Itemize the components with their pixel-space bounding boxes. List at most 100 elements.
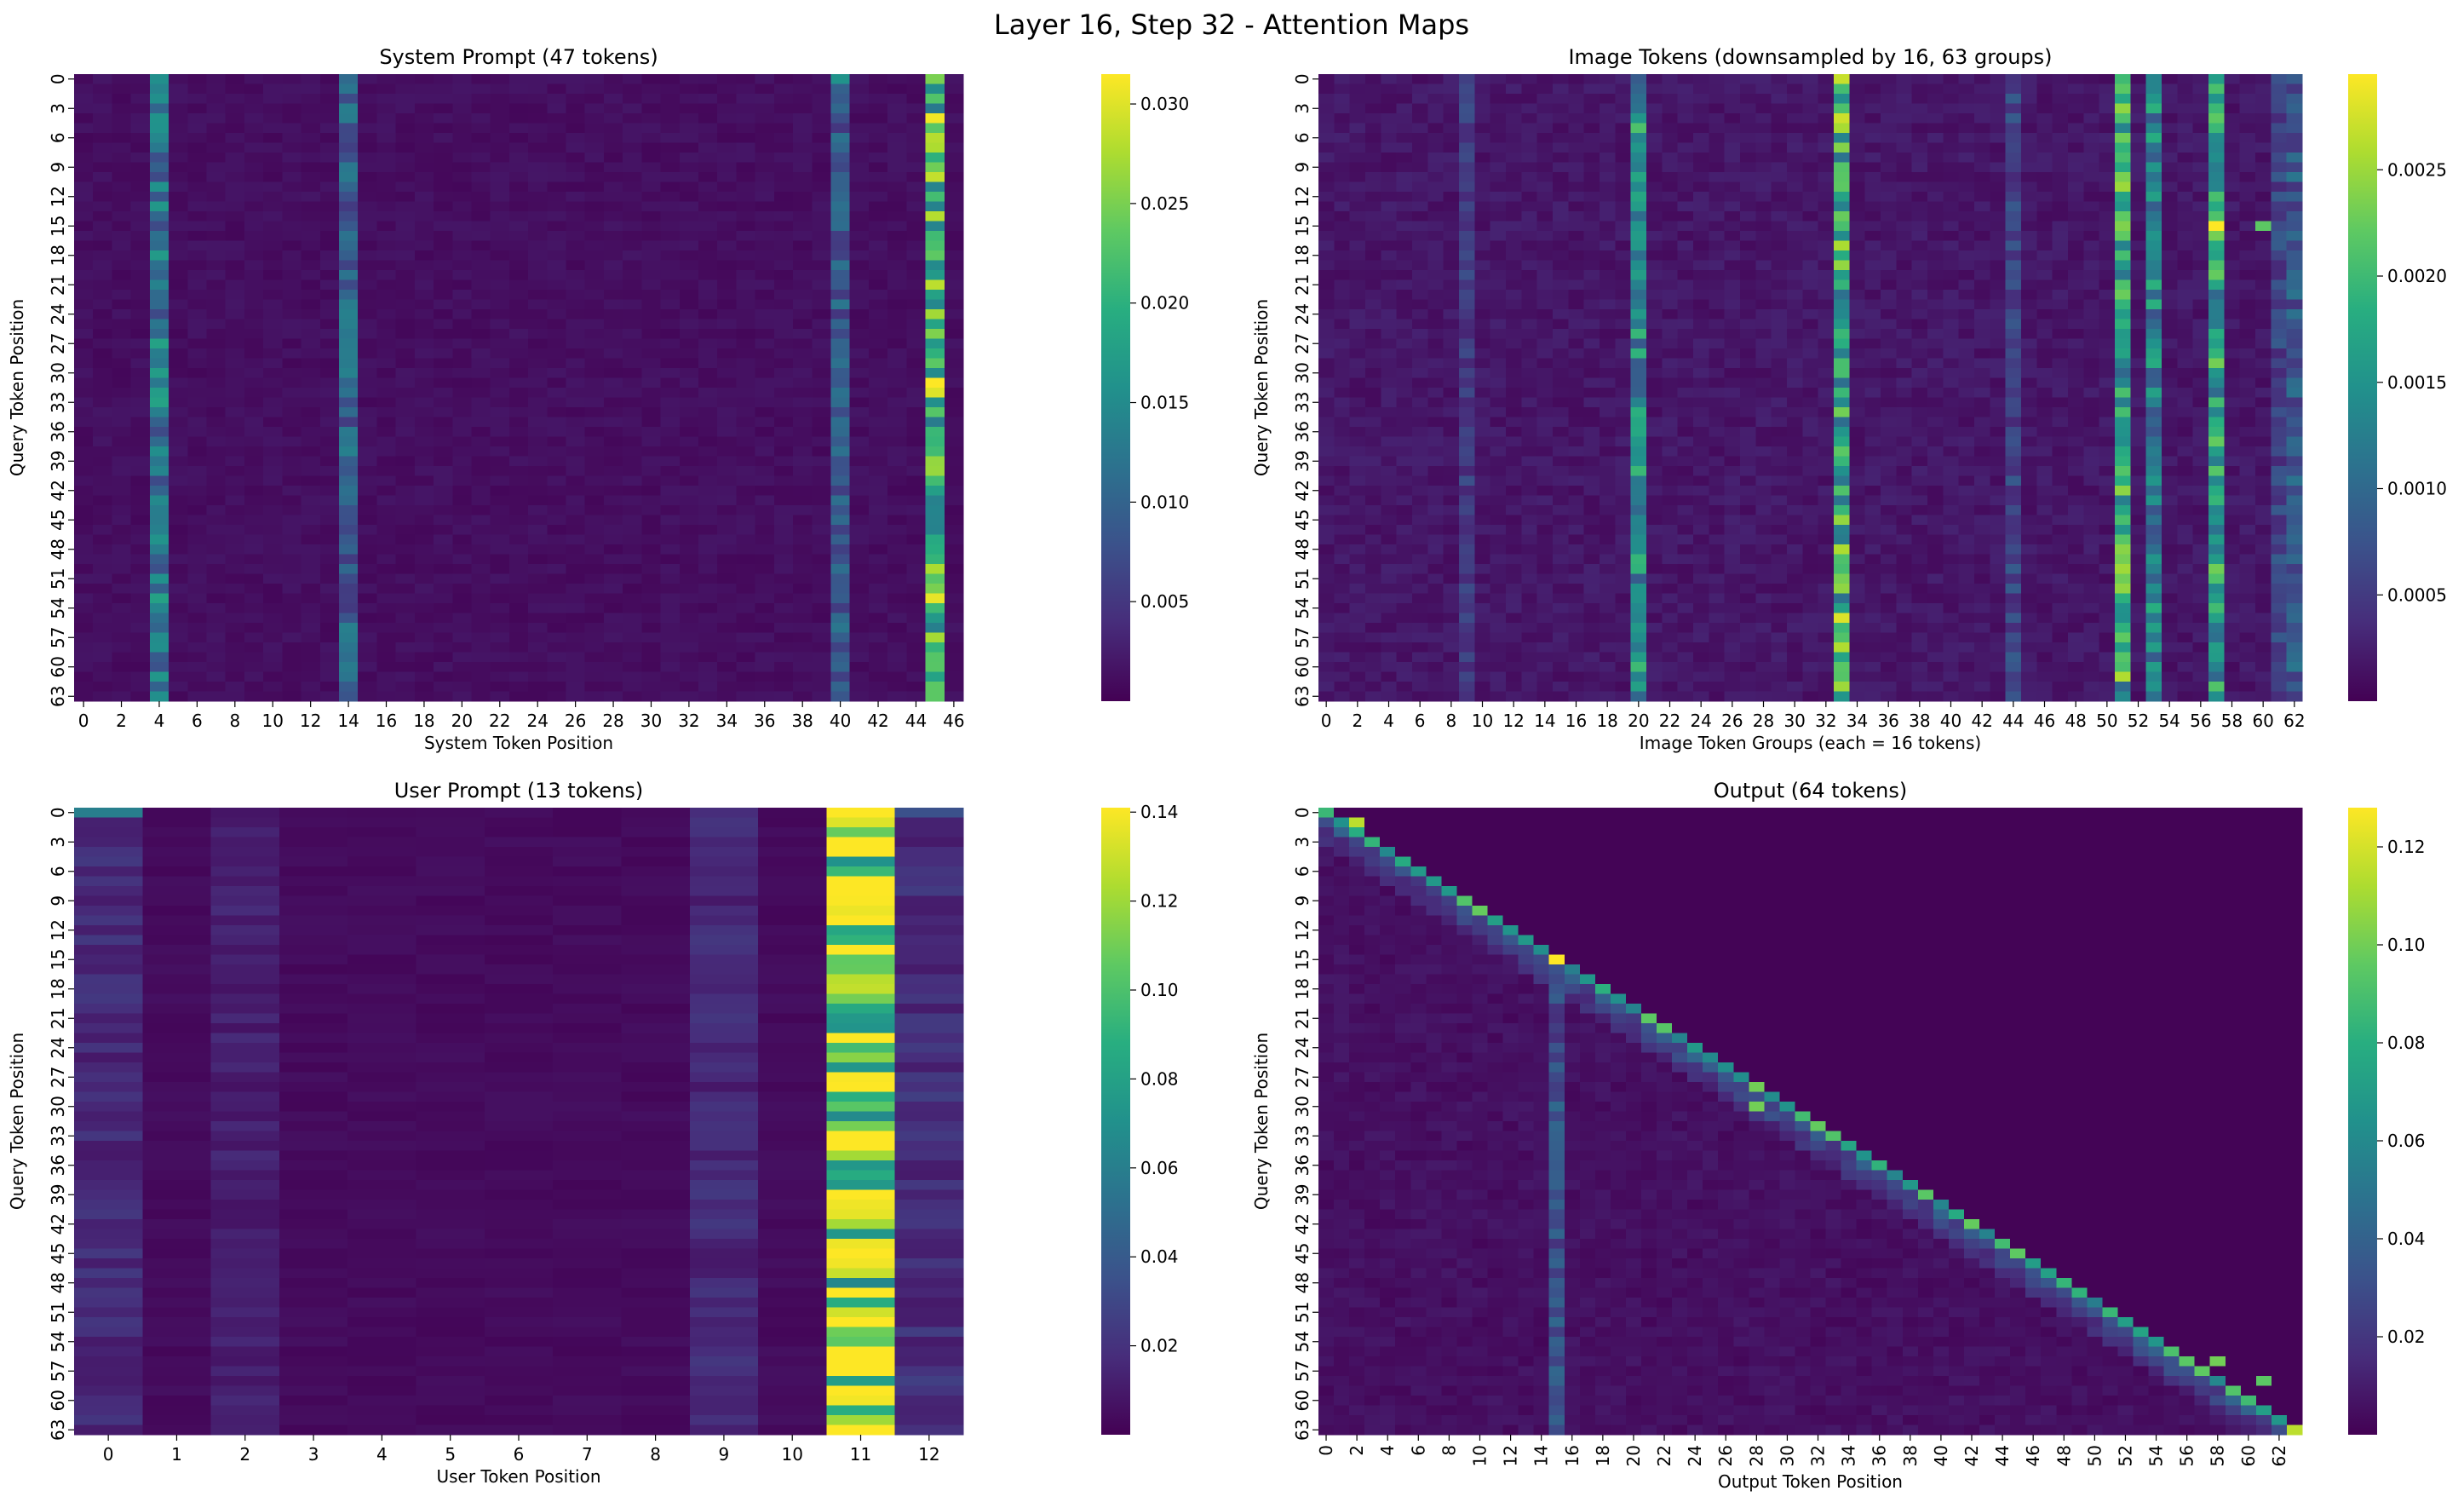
heatmap-cell bbox=[2068, 231, 2084, 242]
heatmap-cell bbox=[149, 299, 169, 310]
heatmap-cell bbox=[887, 682, 907, 693]
heatmap-cell bbox=[1646, 358, 1663, 369]
heatmap-cell bbox=[887, 515, 907, 526]
heatmap-cell bbox=[2224, 162, 2241, 173]
heatmap-cell bbox=[641, 231, 662, 242]
heatmap-cell bbox=[490, 427, 510, 438]
heatmap-cell bbox=[452, 172, 473, 183]
heatmap-cell bbox=[2083, 329, 2100, 340]
heatmap-cell bbox=[169, 133, 188, 144]
heatmap-cell bbox=[130, 221, 151, 232]
heatmap-cell bbox=[849, 515, 870, 526]
heatmap-cell bbox=[566, 505, 586, 516]
heatmap-cell bbox=[1693, 290, 1709, 301]
heatmap-cell bbox=[74, 534, 94, 545]
heatmap-cell bbox=[319, 436, 340, 447]
heatmap-cell bbox=[887, 544, 907, 555]
heatmap-cell bbox=[244, 221, 264, 232]
heatmap-cell bbox=[1943, 299, 1960, 310]
heatmap-cell bbox=[414, 290, 434, 301]
heatmap-cell bbox=[1864, 113, 1881, 124]
heatmap-cell bbox=[736, 486, 756, 497]
heatmap-cell bbox=[358, 515, 377, 526]
heatmap-cell bbox=[1506, 211, 1522, 222]
heatmap-cell bbox=[130, 279, 151, 291]
heatmap-cell bbox=[1662, 260, 1679, 271]
heatmap-cell bbox=[566, 358, 586, 369]
heatmap-cell bbox=[319, 181, 340, 193]
heatmap-cell bbox=[301, 671, 321, 682]
heatmap-cell bbox=[1521, 348, 1538, 360]
heatmap-cell bbox=[1630, 201, 1647, 212]
heatmap-cell bbox=[2286, 329, 2303, 340]
heatmap-cell bbox=[1427, 299, 1445, 310]
heatmap-cell bbox=[490, 495, 510, 506]
heatmap-cell bbox=[528, 250, 548, 262]
heatmap-cell bbox=[1834, 133, 1850, 144]
heatmap-cell bbox=[376, 475, 397, 486]
heatmap-cell bbox=[1881, 348, 1897, 360]
heatmap-cell bbox=[206, 153, 227, 164]
heatmap-cell bbox=[1553, 123, 1569, 134]
heatmap-cell bbox=[603, 495, 623, 506]
heatmap-cell bbox=[338, 221, 359, 232]
heatmap-cell bbox=[1615, 133, 1632, 144]
heatmap-cell bbox=[584, 74, 605, 85]
heatmap-cell bbox=[2255, 192, 2272, 203]
heatmap-cell bbox=[1771, 358, 1788, 369]
heatmap-cell bbox=[566, 260, 586, 271]
heatmap-cell bbox=[263, 544, 283, 555]
heatmap-cell bbox=[1662, 211, 1679, 222]
heatmap-cell bbox=[225, 162, 245, 173]
heatmap-cell bbox=[395, 260, 416, 271]
heatmap-cell bbox=[1568, 279, 1585, 291]
heatmap-cell bbox=[1834, 201, 1850, 212]
heatmap-cell bbox=[679, 534, 699, 545]
heatmap-cell bbox=[263, 525, 283, 536]
heatmap-cell bbox=[1381, 231, 1398, 242]
heatmap-cell bbox=[868, 201, 888, 212]
heatmap-cell bbox=[1771, 240, 1788, 251]
heatmap-cell bbox=[547, 279, 567, 291]
heatmap-cell bbox=[1349, 309, 1366, 320]
heatmap-cell bbox=[471, 250, 491, 262]
y-tick-label: 42 bbox=[48, 480, 68, 501]
heatmap-cell bbox=[2255, 290, 2272, 301]
heatmap-cell bbox=[112, 153, 132, 164]
heatmap-cell bbox=[338, 358, 359, 369]
heatmap-cell bbox=[244, 192, 264, 203]
heatmap-cell bbox=[679, 221, 699, 232]
heatmap-cell bbox=[169, 486, 188, 497]
heatmap-cell bbox=[1709, 260, 1726, 271]
heatmap-cell bbox=[1709, 240, 1726, 251]
heatmap-cell bbox=[2083, 74, 2100, 85]
heatmap-cell bbox=[1600, 309, 1616, 320]
heatmap-cell bbox=[508, 584, 529, 595]
heatmap-cell bbox=[1412, 103, 1428, 114]
heatmap-cell bbox=[944, 142, 964, 153]
heatmap-cell bbox=[2271, 113, 2288, 124]
heatmap-cell bbox=[1802, 201, 1819, 212]
heatmap-cell bbox=[74, 377, 94, 389]
heatmap-cell bbox=[93, 162, 113, 173]
heatmap-cell bbox=[660, 201, 681, 212]
y-tick-label: 6 bbox=[48, 132, 68, 143]
heatmap-cell bbox=[1334, 290, 1351, 301]
heatmap-cell bbox=[887, 211, 907, 222]
heatmap-cell bbox=[376, 534, 397, 545]
heatmap-cell bbox=[1427, 201, 1445, 212]
heatmap-cell bbox=[358, 613, 377, 624]
heatmap-cell bbox=[812, 584, 832, 595]
heatmap-cell bbox=[282, 475, 302, 486]
heatmap-cell bbox=[471, 201, 491, 212]
heatmap-cell bbox=[1755, 290, 1772, 301]
colorbar-tick-label: 0.020 bbox=[1140, 293, 1189, 314]
heatmap-cell bbox=[1630, 270, 1647, 281]
heatmap-cell bbox=[338, 279, 359, 291]
heatmap-cell bbox=[736, 642, 756, 653]
heatmap-cell bbox=[1864, 338, 1881, 349]
heatmap-cell bbox=[358, 260, 377, 271]
heatmap-cell bbox=[2162, 250, 2178, 262]
heatmap-cell bbox=[225, 446, 245, 458]
heatmap-cell bbox=[2192, 181, 2209, 193]
